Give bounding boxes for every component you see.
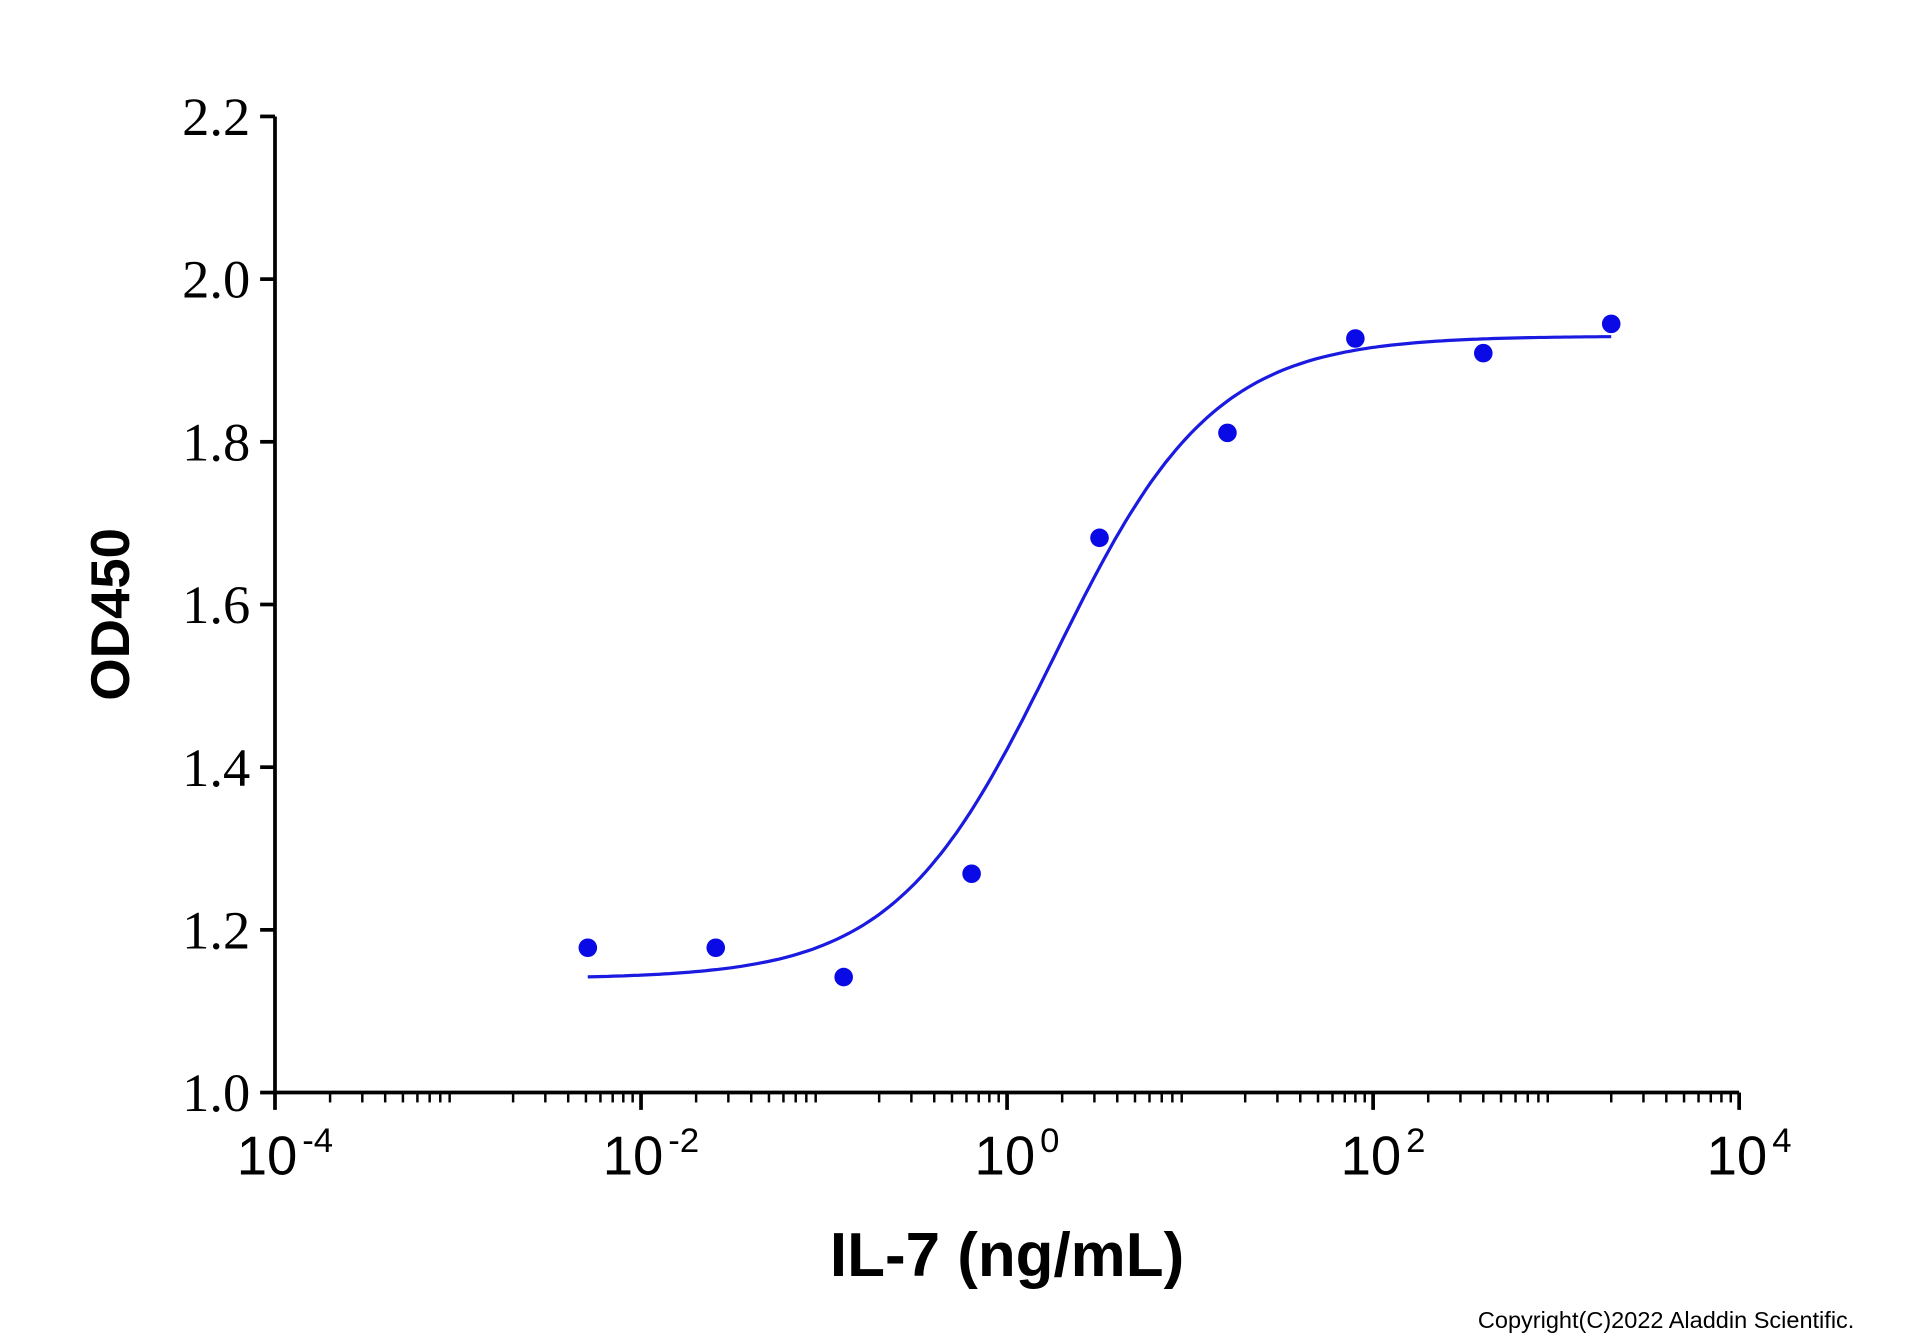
- axes: [273, 116, 1740, 1095]
- y-tick-label: 1.2: [182, 899, 250, 960]
- y-tick-label: 1.6: [182, 574, 250, 635]
- x-tick-label: 10 -2: [603, 1122, 699, 1186]
- x-tick-base: 10: [1707, 1125, 1768, 1186]
- data-point: [1090, 528, 1109, 548]
- y-tick-label: 1.4: [182, 737, 250, 798]
- y-axis-ticks: 1.0 1.2 1.4 1.6 1.8 2.0 2.2: [182, 86, 275, 1123]
- y-tick-label: 1.0: [182, 1062, 250, 1123]
- x-tick-label: 10 4: [1707, 1122, 1792, 1186]
- x-tick-exponent: -4: [302, 1122, 333, 1160]
- fit-curve: [587, 335, 1612, 979]
- data-point: [962, 864, 981, 884]
- x-axis-ticks: 10 -4 10 -2 10 0 10 2 10 4: [237, 1092, 1792, 1186]
- x-tick-exponent: 2: [1406, 1122, 1425, 1160]
- data-point: [834, 967, 853, 987]
- y-tick-label: 2.0: [182, 249, 250, 310]
- data-point: [1601, 314, 1621, 334]
- x-tick-exponent: 4: [1772, 1122, 1791, 1160]
- data-point: [1346, 329, 1365, 348]
- y-tick-label: 2.2: [182, 86, 250, 147]
- x-tick-label: 10 0: [975, 1122, 1060, 1186]
- data-point: [1218, 423, 1237, 443]
- copyright-text: Copyright(C)2022 Aladdin Scientific.: [1478, 1307, 1854, 1333]
- x-tick-base: 10: [975, 1125, 1036, 1186]
- data-points: [578, 314, 1621, 987]
- data-point: [578, 938, 598, 958]
- x-tick-exponent: -2: [668, 1122, 699, 1160]
- y-axis-label: OD450: [80, 528, 141, 701]
- x-tick-label: 10 2: [1341, 1122, 1426, 1186]
- x-tick-base: 10: [603, 1125, 664, 1186]
- x-tick-base: 10: [1341, 1125, 1402, 1186]
- data-point: [1474, 343, 1493, 363]
- data-point: [706, 938, 726, 958]
- x-tick-exponent: 0: [1040, 1122, 1059, 1160]
- x-tick-label: 10 -4: [237, 1122, 333, 1186]
- x-axis-label: IL-7 (ng/mL): [830, 1221, 1184, 1290]
- y-tick-label: 1.8: [182, 411, 250, 472]
- x-tick-base: 10: [237, 1125, 298, 1186]
